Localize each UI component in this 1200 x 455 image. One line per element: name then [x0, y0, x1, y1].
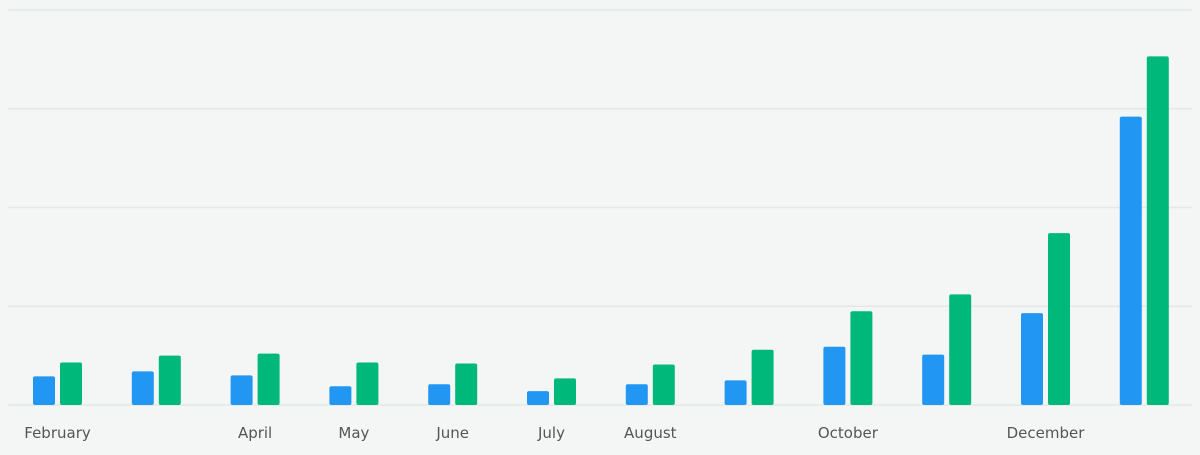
bar-series2-august[interactable] — [652, 364, 675, 405]
bar-series2-november[interactable] — [949, 294, 972, 405]
bar-series1-october[interactable] — [823, 346, 846, 405]
x-tick-label-april: April — [238, 424, 272, 442]
x-tick-label-august: August — [624, 424, 677, 442]
bar-series1-january[interactable] — [1119, 116, 1142, 406]
bar-series2-september[interactable] — [751, 349, 774, 405]
bar-series2-february[interactable] — [60, 362, 82, 405]
bar-series1-december[interactable] — [1021, 313, 1043, 405]
bar-series1-april[interactable] — [230, 375, 253, 405]
bar-series2-january[interactable] — [1146, 56, 1169, 405]
bar-series1-june[interactable] — [428, 384, 451, 405]
x-tick-label-may: May — [338, 424, 369, 442]
bar-series1-august[interactable] — [625, 384, 648, 405]
x-tick-label-december: December — [1007, 424, 1086, 442]
bar-series1-february[interactable] — [33, 376, 55, 405]
bar-series2-may[interactable] — [356, 362, 379, 405]
bar-series1-september[interactable] — [724, 380, 747, 405]
bar-series1-july[interactable] — [527, 391, 549, 405]
bar-series2-march[interactable] — [158, 355, 181, 405]
bar-series2-april[interactable] — [257, 353, 280, 405]
bar-series1-march[interactable] — [131, 371, 154, 405]
bar-series1-may[interactable] — [329, 386, 352, 405]
x-tick-label-july: July — [537, 424, 565, 442]
bar-series2-october[interactable] — [850, 311, 873, 405]
bar-series1-november[interactable] — [922, 354, 945, 405]
x-tick-label-june: June — [435, 424, 469, 442]
x-tick-label-february: February — [24, 424, 91, 442]
bar-series2-july[interactable] — [554, 378, 576, 405]
bar-series2-december[interactable] — [1048, 233, 1070, 405]
x-tick-label-october: October — [818, 424, 879, 442]
bar-series2-june[interactable] — [455, 363, 478, 405]
